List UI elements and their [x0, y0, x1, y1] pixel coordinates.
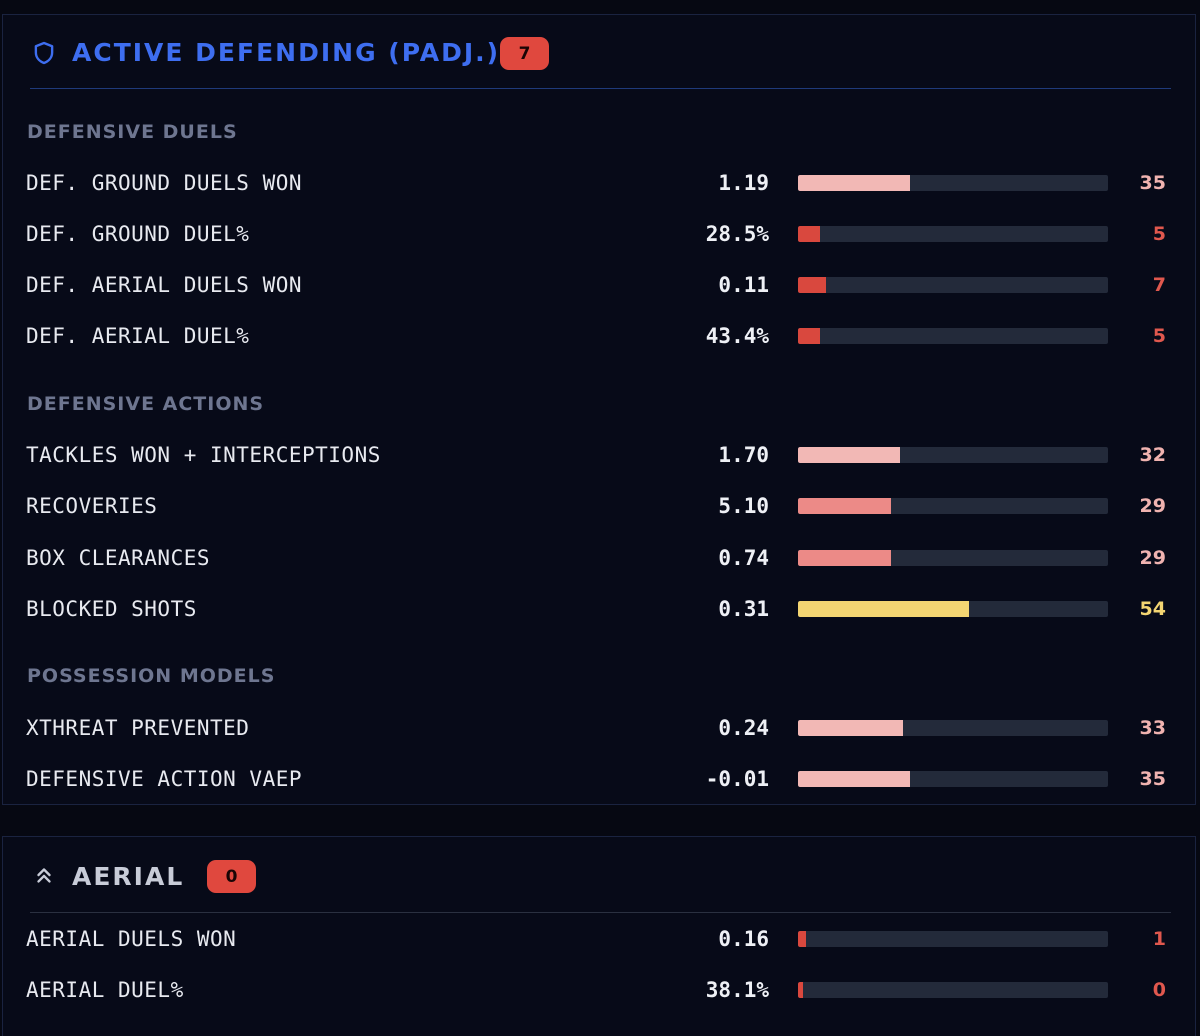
- metric-value: 0.74: [718, 546, 769, 570]
- metric-value: 1.19: [718, 171, 769, 195]
- metric-row: DEF. AERIAL DUEL% 43.4% 5: [3, 320, 1195, 352]
- score-badge: 0: [207, 860, 256, 893]
- percentile-bar-fill: [798, 175, 910, 191]
- percentile-value: 54: [1139, 598, 1166, 620]
- percentile-value: 29: [1139, 547, 1166, 569]
- metric-name: DEF. GROUND DUELS WON: [26, 171, 303, 195]
- aerial-panel: AERIAL 0 AERIAL DUELS WON 0.16 1 AERIAL DU…: [2, 836, 1196, 1036]
- percentile-value: 35: [1139, 768, 1166, 790]
- percentile-bar: [798, 447, 1108, 463]
- metric-value: 1.70: [718, 443, 769, 467]
- metric-name: AERIAL DUELS WON: [26, 927, 237, 951]
- section-title: ACTIVE DEFENDING (PADJ.): [72, 38, 501, 67]
- percentile-bar: [798, 550, 1108, 566]
- metric-name: DEF. GROUND DUEL%: [26, 222, 250, 246]
- metric-row: BOX CLEARANCES 0.74 29: [3, 542, 1195, 574]
- percentile-value: 35: [1139, 172, 1166, 194]
- percentile-bar: [798, 277, 1108, 293]
- percentile-bar-fill: [798, 931, 806, 947]
- percentile-bar-fill: [798, 226, 820, 242]
- metric-row: AERIAL DUELS WON 0.16 1: [3, 923, 1195, 955]
- percentile-value: 29: [1139, 495, 1166, 517]
- metric-value: 0.24: [718, 716, 769, 740]
- percentile-bar-fill: [798, 498, 891, 514]
- metric-name: DEFENSIVE ACTION VAEP: [26, 767, 303, 791]
- metric-value: 0.11: [718, 273, 769, 297]
- percentile-bar: [798, 175, 1108, 191]
- shield-icon: [31, 40, 57, 66]
- metric-row: DEF. GROUND DUELS WON 1.19 35: [3, 167, 1195, 199]
- percentile-value: 33: [1139, 717, 1166, 739]
- section-label-possession-models: POSSESSION MODELS: [27, 665, 276, 687]
- metric-value: 28.5%: [705, 222, 769, 246]
- percentile-bar-fill: [798, 601, 969, 617]
- percentile-value: 0: [1152, 979, 1166, 1001]
- percentile-bar-fill: [798, 550, 891, 566]
- percentile-bar: [798, 601, 1108, 617]
- metric-name: BOX CLEARANCES: [26, 546, 211, 570]
- metric-name: BLOCKED SHOTS: [26, 597, 197, 621]
- section-label-defensive-duels: DEFENSIVE DUELS: [27, 121, 238, 143]
- metric-value: 43.4%: [705, 324, 769, 348]
- metric-row: XTHREAT PREVENTED 0.24 33: [3, 712, 1195, 744]
- percentile-value: 32: [1139, 444, 1166, 466]
- percentile-bar: [798, 328, 1108, 344]
- percentile-bar: [798, 226, 1108, 242]
- metric-name: RECOVERIES: [26, 494, 158, 518]
- section-label-defensive-actions: DEFENSIVE ACTIONS: [27, 393, 265, 415]
- metric-row: DEF. AERIAL DUELS WON 0.11 7: [3, 269, 1195, 301]
- chevrons-up-icon: [33, 864, 59, 890]
- percentile-bar-fill: [798, 277, 826, 293]
- percentile-value: 5: [1152, 223, 1166, 245]
- metric-name: DEF. AERIAL DUEL%: [26, 324, 250, 348]
- aerial-header[interactable]: AERIAL 0: [3, 837, 1195, 913]
- metric-name: TACKLES WON + INTERCEPTIONS: [26, 443, 381, 467]
- metric-row: AERIAL DUEL% 38.1% 0: [3, 974, 1195, 1006]
- metric-name: AERIAL DUEL%: [26, 978, 184, 1002]
- percentile-value: 5: [1152, 325, 1166, 347]
- metric-row: DEFENSIVE ACTION VAEP -0.01 35: [3, 763, 1195, 795]
- percentile-value: 7: [1152, 274, 1166, 296]
- percentile-bar-fill: [798, 328, 820, 344]
- metric-value: 38.1%: [705, 978, 769, 1002]
- percentile-bar-fill: [798, 720, 904, 736]
- metric-row: RECOVERIES 5.10 29: [3, 490, 1195, 522]
- metric-row: BLOCKED SHOTS 0.31 54: [3, 593, 1195, 625]
- percentile-bar-fill: [798, 771, 910, 787]
- percentile-bar-fill: [798, 447, 901, 463]
- percentile-value: 1: [1152, 928, 1166, 950]
- percentile-bar: [798, 931, 1108, 947]
- header-divider: [30, 912, 1171, 913]
- metric-name: XTHREAT PREVENTED: [26, 716, 250, 740]
- metric-row: DEF. GROUND DUEL% 28.5% 5: [3, 218, 1195, 250]
- metric-value: 0.31: [718, 597, 769, 621]
- percentile-bar: [798, 982, 1108, 998]
- percentile-bar: [798, 720, 1108, 736]
- metric-row: TACKLES WON + INTERCEPTIONS 1.70 32: [3, 439, 1195, 471]
- score-badge: 7: [500, 37, 549, 70]
- percentile-bar: [798, 771, 1108, 787]
- section-title: AERIAL: [72, 862, 185, 891]
- active-defending-header[interactable]: ACTIVE DEFENDING (PADJ.) 7: [3, 15, 1195, 91]
- metric-name: DEF. AERIAL DUELS WON: [26, 273, 303, 297]
- header-divider: [30, 88, 1171, 89]
- percentile-bar: [798, 498, 1108, 514]
- metric-value: -0.01: [705, 767, 769, 791]
- active-defending-panel: ACTIVE DEFENDING (PADJ.) 7 DEFENSIVE DUE…: [2, 14, 1196, 805]
- percentile-bar-fill: [798, 982, 803, 998]
- metric-value: 0.16: [718, 927, 769, 951]
- metric-value: 5.10: [718, 494, 769, 518]
